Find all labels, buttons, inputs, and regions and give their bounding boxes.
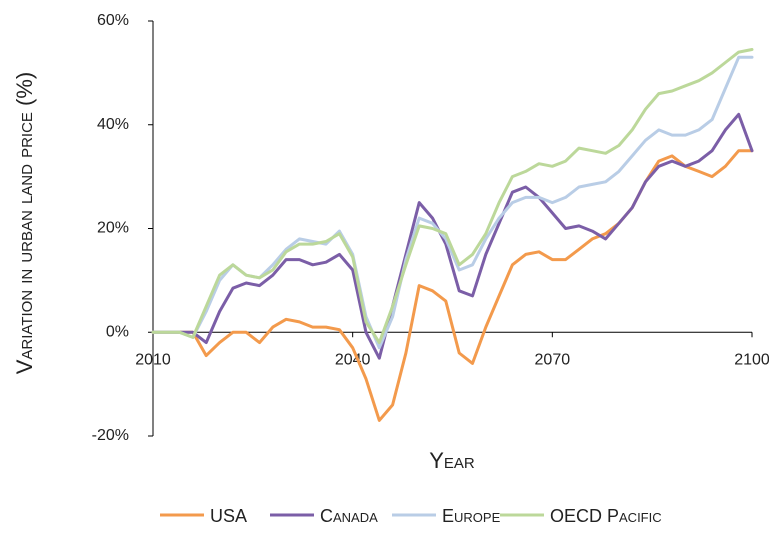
series-line bbox=[151, 55, 754, 350]
y-tick-label: 60% bbox=[97, 12, 129, 29]
series-line bbox=[151, 112, 754, 360]
legend-label: USA bbox=[210, 506, 247, 526]
legend-label: OECD Pacific bbox=[550, 506, 662, 526]
y-tick-label: 40% bbox=[97, 116, 129, 133]
y-tick-label: 0% bbox=[106, 323, 129, 340]
legend-label: Canada bbox=[320, 506, 378, 526]
y-axis-title: Variation in urban land price (%) bbox=[12, 71, 37, 375]
series-line bbox=[151, 48, 754, 345]
y-tick-label: 20% bbox=[97, 220, 129, 237]
x-tick-label: 2100 bbox=[734, 351, 769, 368]
x-tick-label: 2040 bbox=[335, 351, 371, 368]
legend-label: Europe bbox=[442, 506, 501, 526]
x-tick-label: 2070 bbox=[535, 351, 571, 368]
x-tick-label: 2010 bbox=[135, 351, 171, 368]
series-line bbox=[151, 149, 754, 422]
x-axis-title: Year bbox=[429, 448, 475, 473]
y-tick-label: -20% bbox=[92, 427, 129, 444]
